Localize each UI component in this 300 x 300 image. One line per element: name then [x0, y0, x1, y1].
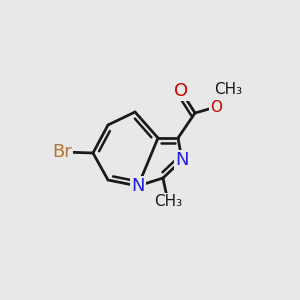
Text: CH₃: CH₃ — [214, 82, 242, 98]
Text: O: O — [174, 82, 188, 100]
Text: CH₃: CH₃ — [154, 194, 182, 209]
Text: O: O — [210, 100, 222, 115]
Text: N: N — [131, 177, 145, 195]
Text: Br: Br — [52, 143, 72, 161]
Text: N: N — [175, 151, 189, 169]
